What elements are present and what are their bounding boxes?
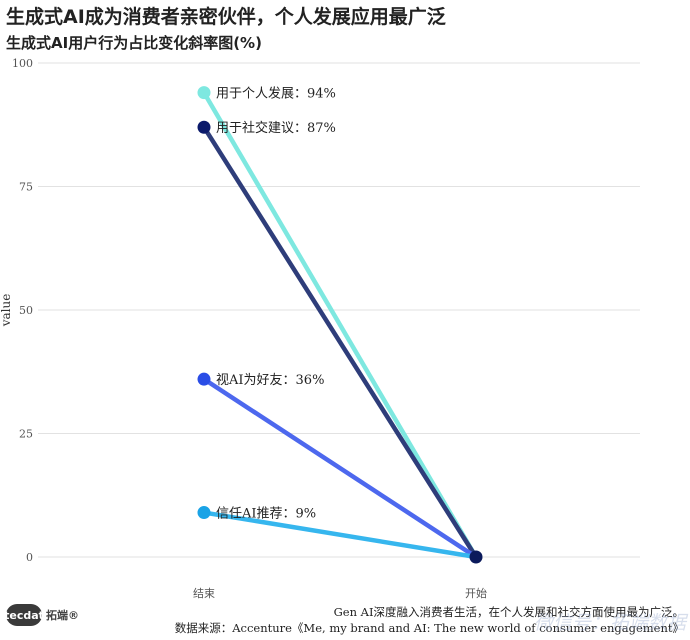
y-tick-label: 100 (12, 57, 33, 70)
y-tick-label: 75 (19, 181, 33, 194)
brand-logo: tecdat 拓端® (4, 604, 79, 626)
footer-source: 数据来源：Accenture《Me, my brand and AI: The … (174, 621, 684, 635)
series-line (201, 376, 479, 560)
logo-mark: tecdat (4, 604, 44, 626)
series-end-point (469, 550, 483, 564)
series-start-point (197, 372, 211, 386)
series-line (201, 90, 479, 560)
series-data-label: 用于个人发展：94% (216, 86, 336, 102)
series-data-label: 用于社交建议：87% (216, 120, 336, 136)
chart-title: 生成式AI成为消费者亲密伙伴，个人发展应用最广泛 (6, 6, 446, 28)
series-line (201, 124, 479, 560)
y-axis-label: value (0, 294, 13, 328)
series-start-point (197, 120, 211, 134)
series-start-point (197, 506, 211, 520)
series-line (201, 510, 479, 560)
x-tick-label: 结束 (193, 587, 215, 600)
footer-caption: Gen AI深度融入消费者生活，在个人发展和社交方面使用最为广泛。 (333, 605, 684, 619)
series-data-label: 视AI为好友：36% (216, 372, 324, 388)
series-data-label: 信任AI推荐：9% (216, 507, 316, 522)
chart-subtitle: 生成式AI用户行为占比变化斜率图(%) (6, 34, 262, 52)
watermark: 微信号：拓端数据 (533, 612, 686, 634)
logo-text: 拓端® (46, 609, 79, 622)
x-tick-label: 开始 (465, 586, 487, 600)
y-tick-label: 50 (19, 304, 33, 317)
y-tick-label: 0 (26, 551, 33, 564)
y-tick-label: 25 (19, 428, 33, 441)
series-start-point (197, 86, 211, 100)
